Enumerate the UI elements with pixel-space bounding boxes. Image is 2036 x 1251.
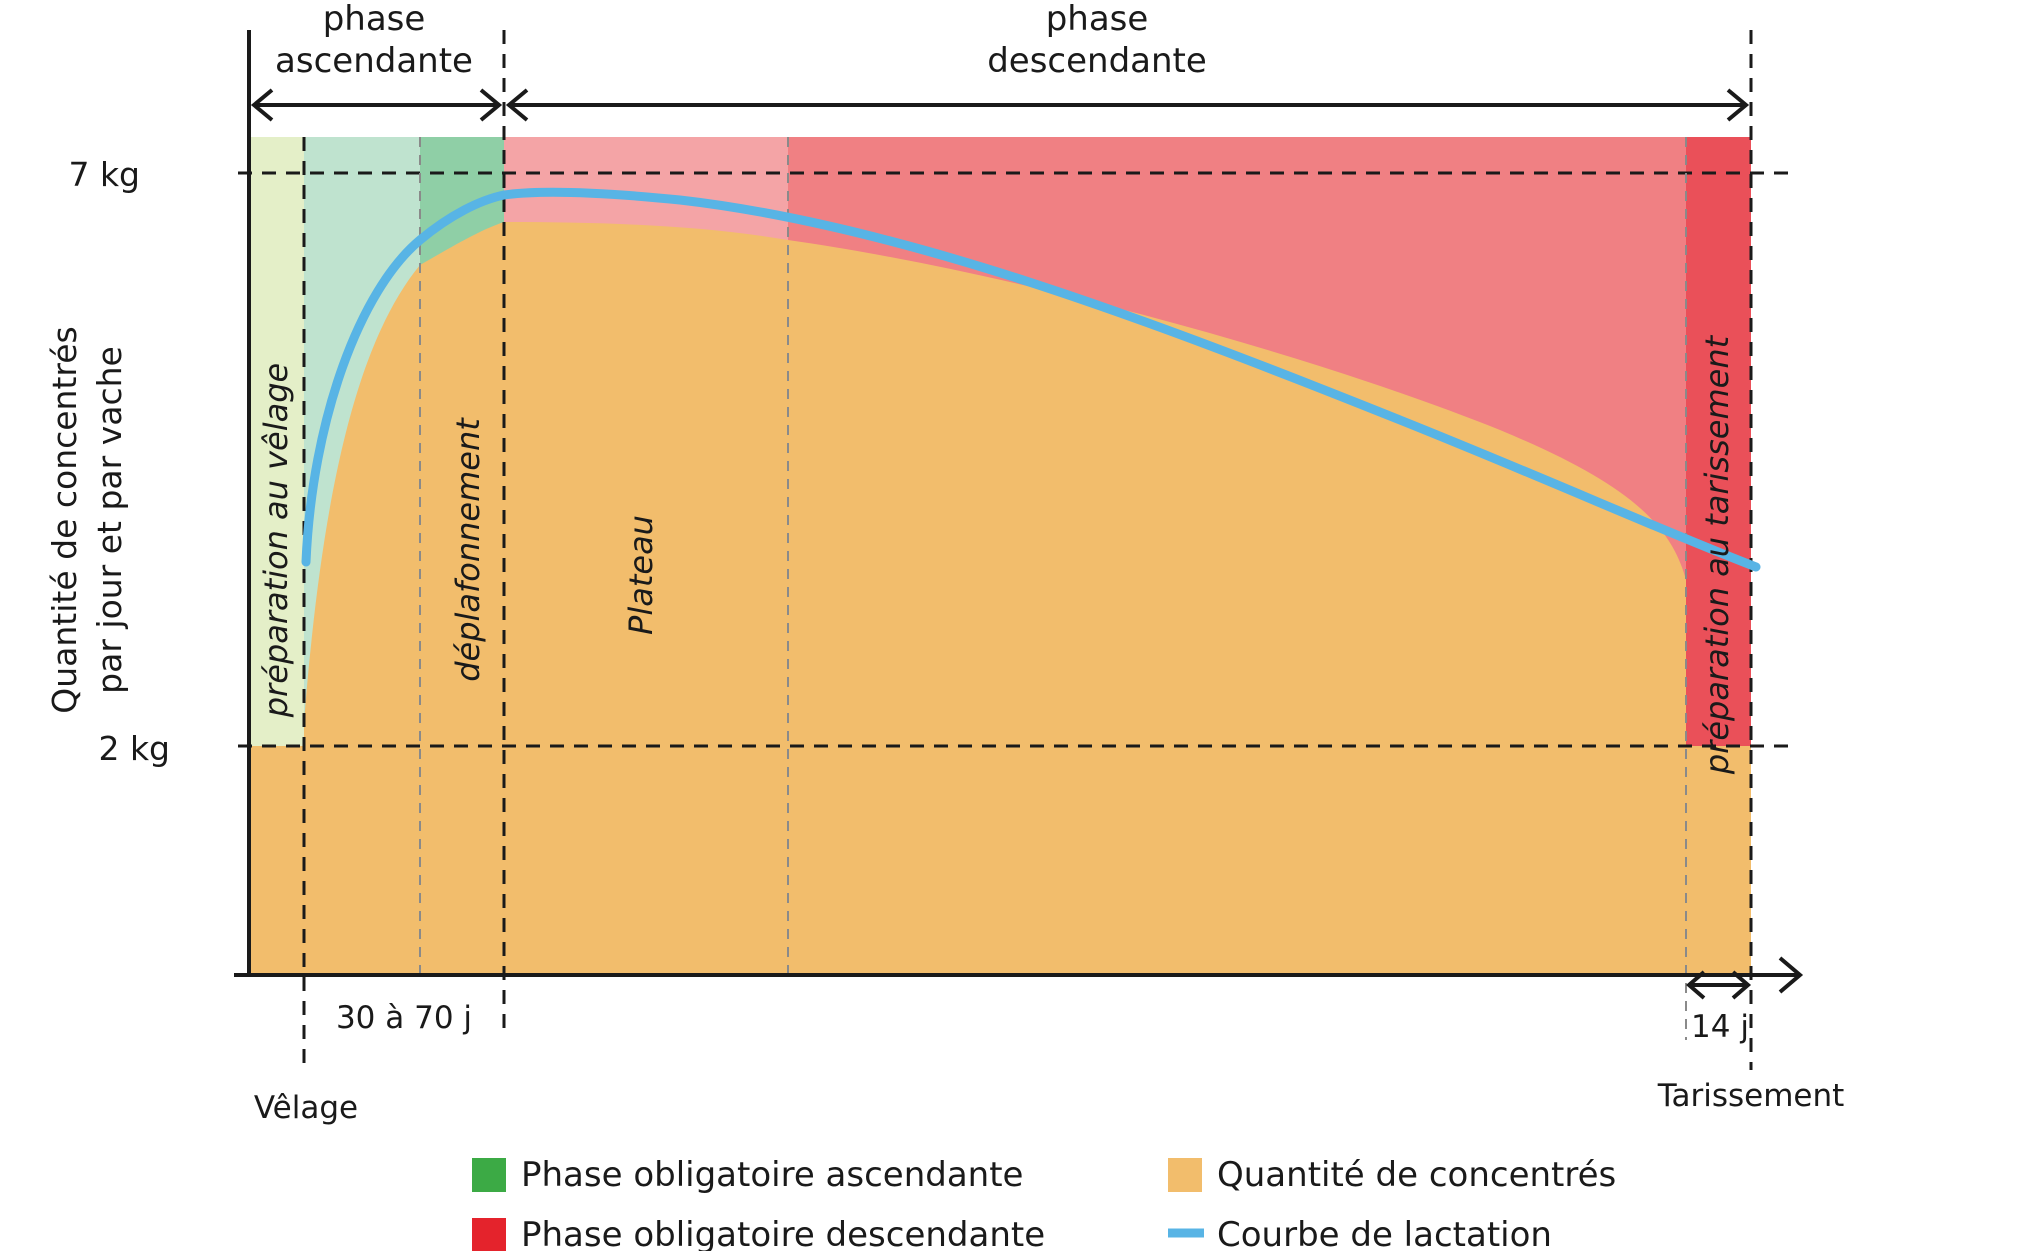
label-interval-drying: 14 j: [1691, 1009, 1749, 1045]
arrow-ascending-right-head: [479, 88, 503, 122]
phase-descending-line1: phase: [1046, 0, 1149, 39]
y-axis-title-line2: par jour et par vache: [90, 346, 129, 694]
legend-label-concentrates: Quantité de concentrés: [1217, 1155, 1616, 1195]
drying-interval-arrow: [1685, 970, 1752, 1000]
arrow-descending-left-head: [505, 88, 529, 122]
drying-arrow-right-head: [1731, 970, 1752, 1000]
zone-drying-prep: [1686, 137, 1751, 747]
legend-swatch-descending: [472, 1218, 506, 1251]
legend-swatch-concentrates: [1168, 1158, 1202, 1192]
zone-calving-prep: [249, 137, 304, 747]
legend-label-lactation: Courbe de lactation: [1217, 1215, 1552, 1251]
y-axis-title-line1: Quantité de concentrés: [45, 326, 84, 714]
arrow-ascending-left-head: [250, 88, 274, 122]
phase-ascending-line2: ascendante: [275, 41, 473, 81]
axes: [234, 30, 1804, 994]
dashed-guides: [238, 30, 1788, 1070]
legend: Phase obligatoire ascendante Phase oblig…: [472, 1155, 1616, 1251]
label-drying-prep: préparation au tarissement: [1698, 334, 1736, 775]
phase-ascending-line1: phase: [323, 0, 426, 39]
label-ceiling-lift: déplafonnement: [449, 417, 487, 682]
lactation-curve: [301, 187, 1761, 572]
label-calving-prep: préparation au vêlage: [257, 363, 295, 719]
concentrates-base: [249, 746, 1751, 975]
y-tick-2kg: 2 kg: [98, 729, 170, 768]
label-plateau: Plateau: [622, 515, 660, 635]
concentrates-area: [249, 222, 1751, 747]
arrow-descending-right-head: [1726, 88, 1750, 122]
legend-swatch-ascending: [472, 1158, 506, 1192]
phase-arrows: [250, 88, 1750, 122]
legend-label-descending: Phase obligatoire descendante: [521, 1215, 1045, 1251]
phase-descending-line2: descendante: [987, 41, 1207, 81]
label-drying-off: Tarissement: [1657, 1078, 1845, 1114]
label-interval-ascending: 30 à 70 j: [336, 1000, 472, 1036]
legend-label-ascending: Phase obligatoire ascendante: [521, 1155, 1023, 1195]
label-calving: Vêlage: [254, 1090, 358, 1126]
drying-arrow-left-head: [1685, 970, 1706, 1000]
x-axis-arrowhead: [1778, 956, 1804, 994]
y-tick-7kg: 7 kg: [68, 155, 140, 194]
